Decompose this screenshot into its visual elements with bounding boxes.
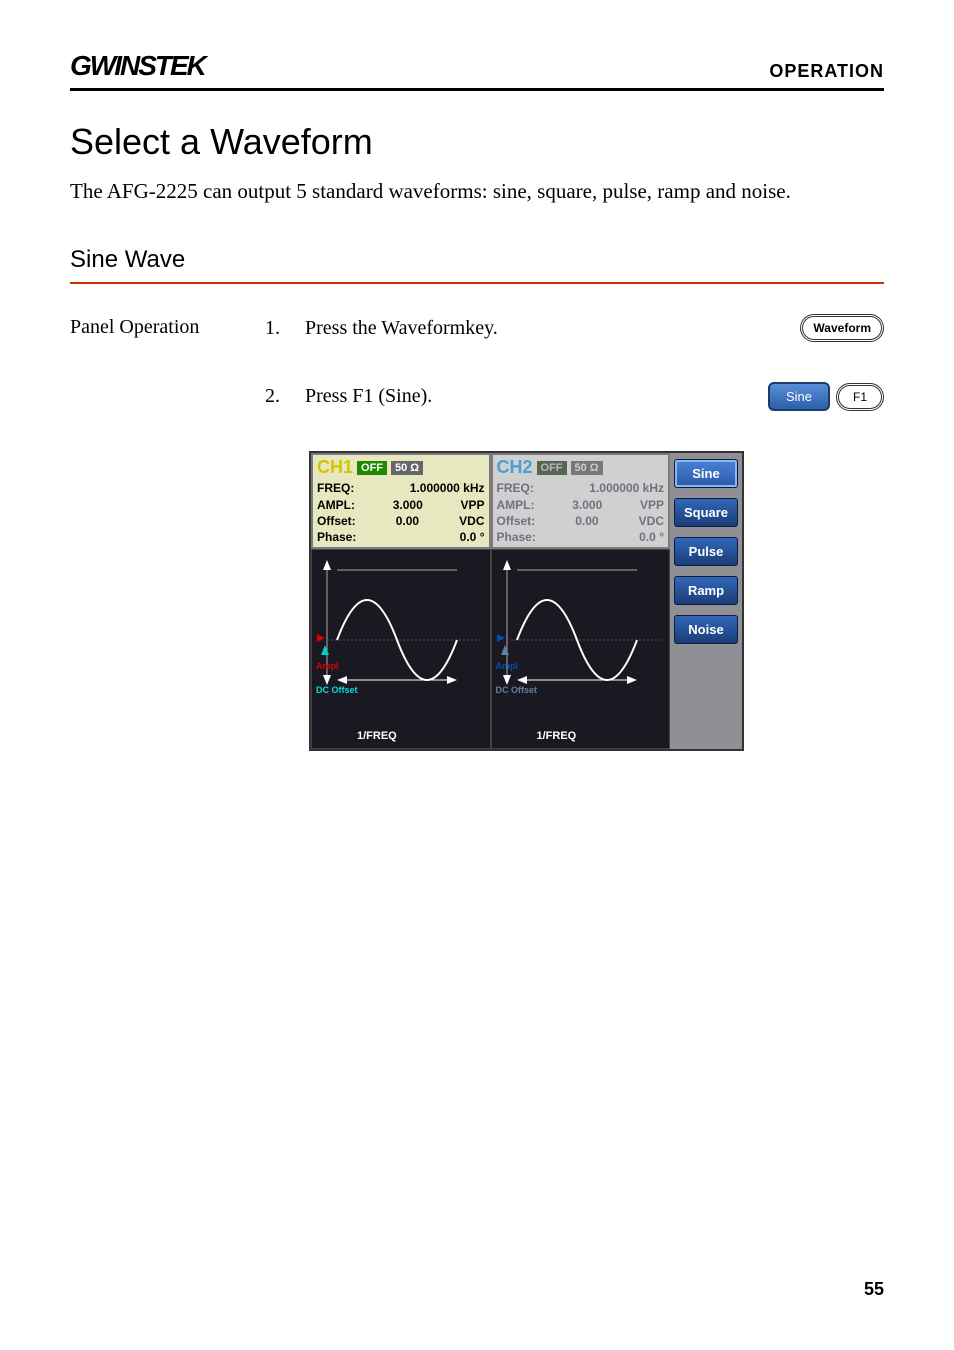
step-text: Press the Waveformkey.: [305, 317, 782, 340]
ch2-title: CH2: [497, 457, 533, 478]
ch2-title-row: CH2 OFF 50 Ω: [497, 457, 665, 478]
lcd-channels: CH1 OFF 50 Ω FREQ:1.000000 kHz AMPL:3.00…: [311, 453, 670, 549]
sine-wave-icon: [312, 550, 492, 700]
step-text: Press F1 (Sine).: [305, 385, 750, 408]
subheading: Sine Wave: [70, 246, 884, 284]
ch2-panel: CH2 OFF 50 Ω FREQ:1.000000 kHz AMPL:3.00…: [491, 453, 671, 549]
wave-area: Ampl DC Offset 1/FREQ: [311, 549, 670, 749]
waveform-key-graphic: Waveform: [800, 314, 884, 342]
softkey-square[interactable]: Square: [674, 498, 738, 527]
ch2-off-badge: OFF: [537, 461, 567, 475]
ch1-phase: Phase:0.0 °: [317, 529, 485, 545]
ch2-offset: Offset:0.00VDC: [497, 513, 665, 529]
softkey-sine[interactable]: Sine: [674, 459, 738, 488]
f1-key-label: F1: [836, 383, 884, 411]
softkey-pulse[interactable]: Pulse: [674, 537, 738, 566]
section-label: OPERATION: [769, 61, 884, 82]
ampl-label: Ampl: [496, 661, 519, 671]
waveform-key-label: Waveform: [800, 314, 884, 342]
sine-f1-graphic: Sine F1: [768, 382, 884, 411]
ch1-off-badge: OFF: [357, 461, 387, 475]
ch1-offset: Offset:0.00VDC: [317, 513, 485, 529]
steps-container: Panel Operation 1. Press the Waveformkey…: [70, 314, 884, 751]
ch2-freq: FREQ:1.000000 kHz: [497, 480, 665, 496]
intro-text: The AFG-2225 can output 5 standard wavef…: [70, 177, 884, 206]
steps-list: 1. Press the Waveformkey. Waveform 2. Pr…: [265, 314, 884, 751]
ch2-ampl: AMPL:3.000VPP: [497, 497, 665, 513]
lcd-main: CH1 OFF 50 Ω FREQ:1.000000 kHz AMPL:3.00…: [311, 453, 670, 749]
ch1-ampl: AMPL:3.000VPP: [317, 497, 485, 513]
panel-operation-label: Panel Operation: [70, 314, 245, 339]
page-number: 55: [864, 1279, 884, 1300]
ch2-wave: Ampl DC Offset 1/FREQ: [491, 549, 671, 749]
lcd-softkeys: Sine Square Pulse Ramp Noise: [670, 453, 742, 749]
ampl-label: Ampl: [316, 661, 339, 671]
page-header: GWINSTEK OPERATION: [70, 50, 884, 91]
sine-key-label: Sine: [768, 382, 830, 411]
freq-label: 1/FREQ: [357, 730, 397, 742]
ch1-ohm-badge: 50 Ω: [391, 461, 423, 475]
dcoffset-label: DC Offset: [496, 685, 538, 695]
page-title: Select a Waveform: [70, 121, 884, 163]
ch1-title: CH1: [317, 457, 353, 478]
dcoffset-label: DC Offset: [316, 685, 358, 695]
ch1-freq: FREQ:1.000000 kHz: [317, 480, 485, 496]
brand-text: GWINSTEK: [70, 50, 205, 81]
step-number: 1.: [265, 317, 287, 340]
lcd-screenshot: CH1 OFF 50 Ω FREQ:1.000000 kHz AMPL:3.00…: [309, 451, 744, 751]
softkey-ramp[interactable]: Ramp: [674, 576, 738, 605]
sine-wave-icon: [492, 550, 672, 700]
freq-label: 1/FREQ: [537, 730, 577, 742]
step-1: 1. Press the Waveformkey. Waveform: [265, 314, 884, 342]
ch1-wave: Ampl DC Offset 1/FREQ: [311, 549, 491, 749]
step-number: 2.: [265, 385, 287, 408]
ch2-phase: Phase:0.0 °: [497, 529, 665, 545]
brand-logo: GWINSTEK: [70, 50, 205, 82]
ch2-ohm-badge: 50 Ω: [571, 461, 603, 475]
ch1-title-row: CH1 OFF 50 Ω: [317, 457, 485, 478]
step-2: 2. Press F1 (Sine). Sine F1: [265, 382, 884, 411]
ch1-panel: CH1 OFF 50 Ω FREQ:1.000000 kHz AMPL:3.00…: [311, 453, 491, 549]
softkey-noise[interactable]: Noise: [674, 615, 738, 644]
